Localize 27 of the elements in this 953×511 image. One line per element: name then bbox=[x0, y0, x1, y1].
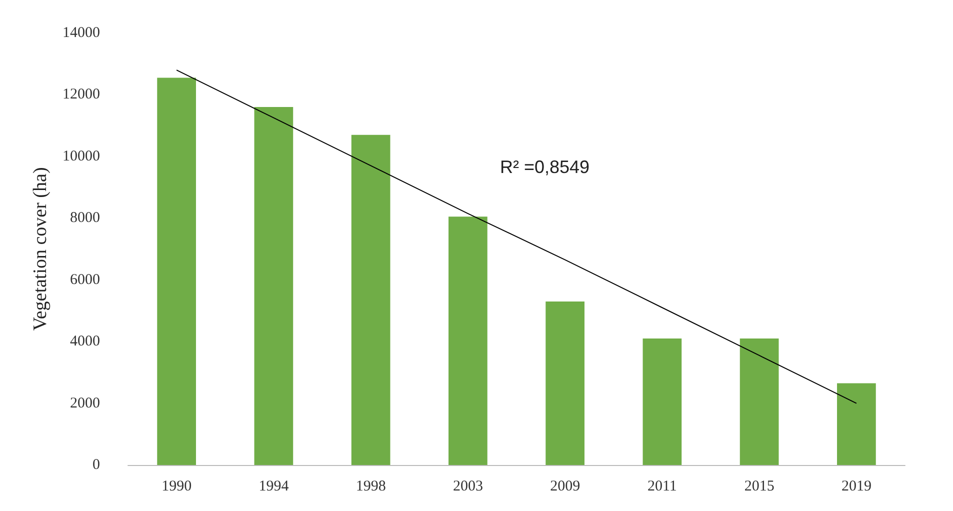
bar bbox=[642, 338, 682, 465]
bar bbox=[740, 338, 779, 465]
x-tick-label: 2009 bbox=[550, 478, 580, 494]
line-series bbox=[176, 70, 857, 404]
y-tick-label: 0 bbox=[92, 457, 100, 473]
y-tick-label: 14000 bbox=[62, 25, 100, 41]
y-axis-title: Vegetation cover (ha) bbox=[30, 167, 51, 331]
bar bbox=[448, 216, 488, 465]
bar bbox=[351, 134, 390, 465]
bar bbox=[837, 383, 876, 465]
bar bbox=[254, 107, 294, 465]
y-tick-label: 2000 bbox=[70, 395, 100, 412]
bar bbox=[157, 78, 196, 465]
x-tick-label: 2011 bbox=[647, 478, 677, 494]
y-tick-label: 10000 bbox=[62, 148, 100, 164]
bar bbox=[546, 301, 584, 465]
y-tick-label: 8000 bbox=[70, 210, 100, 226]
x-tick-label: 1998 bbox=[356, 478, 386, 494]
y-tick-label: 12000 bbox=[62, 86, 100, 103]
y-tick-label: 6000 bbox=[70, 272, 100, 288]
x-tick-label: 2015 bbox=[744, 478, 774, 494]
annotation: R² =0,8549 bbox=[500, 157, 590, 177]
y-tick-label: 4000 bbox=[70, 334, 100, 350]
x-tick-label: 2019 bbox=[841, 478, 872, 494]
x-tick-label: 1994 bbox=[258, 478, 290, 494]
x-tick-label: 1990 bbox=[162, 478, 192, 494]
x-tick-label: 2003 bbox=[452, 478, 483, 494]
